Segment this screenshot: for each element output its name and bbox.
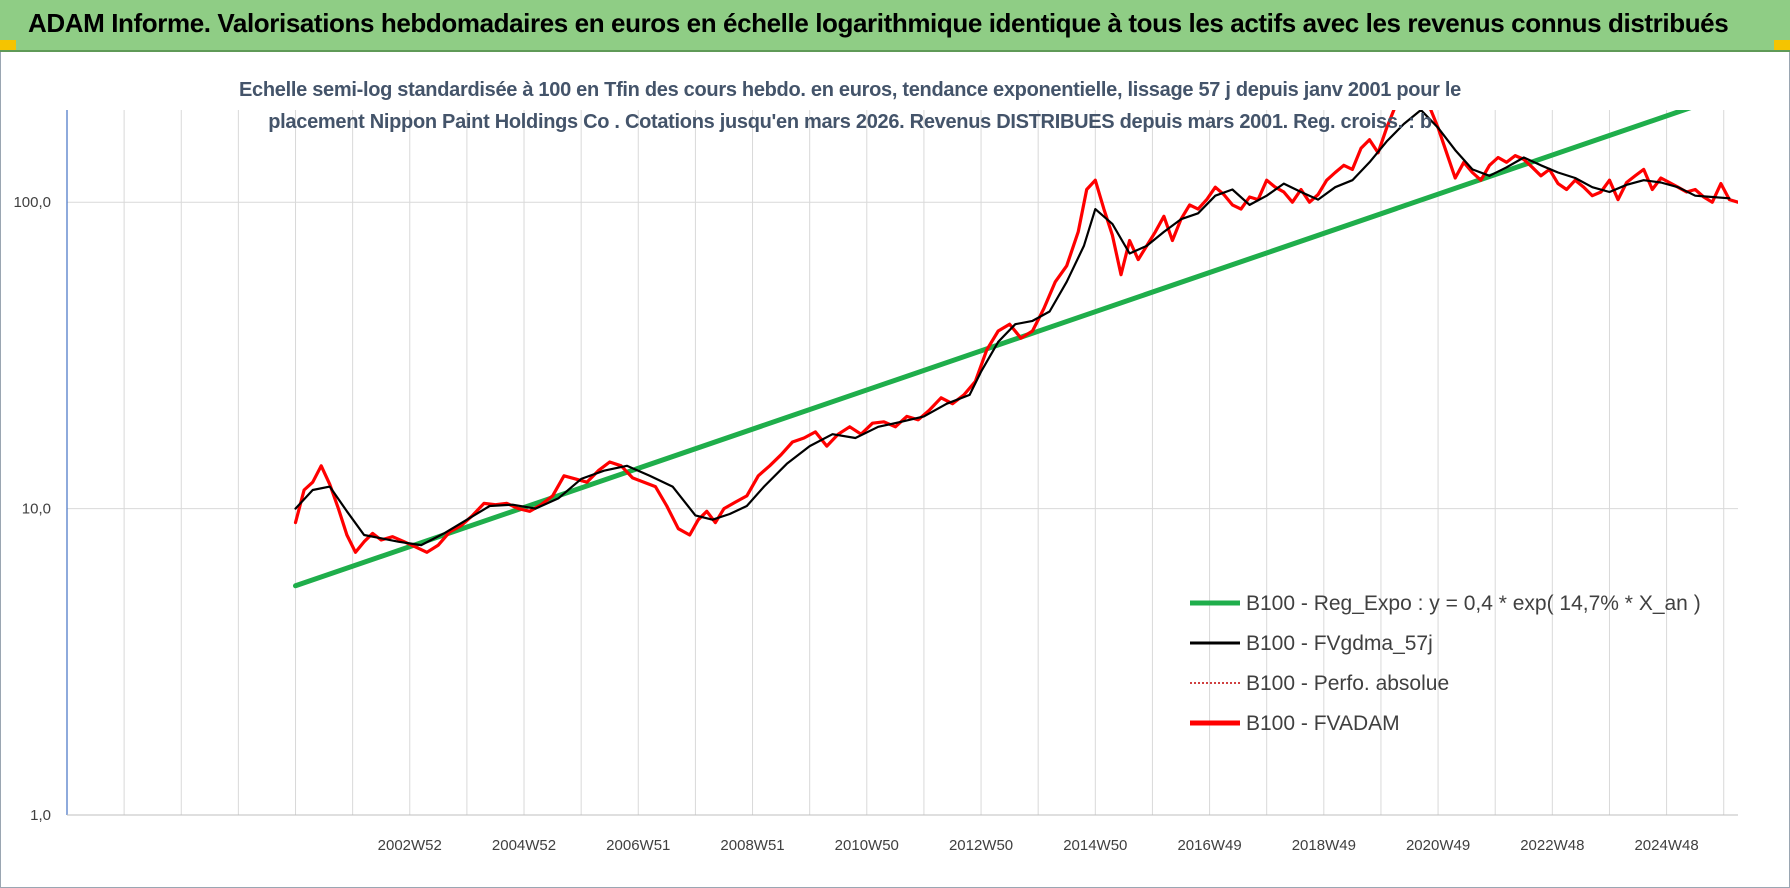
legend-label-perf: B100 - Perfo. absolue xyxy=(1246,672,1449,695)
x-tick-label: 2022W48 xyxy=(1520,837,1584,854)
title-bar: ADAM Informe. Valorisations hebdomadaire… xyxy=(0,0,1790,52)
x-tick-label: 2014W50 xyxy=(1063,837,1127,854)
chart-subtitle-line-1: Echelle semi-log standardisée à 100 en T… xyxy=(239,79,1461,101)
legend-label-smoothed: B100 - FVgdma_57j xyxy=(1246,632,1433,655)
corner-marker-top-right xyxy=(1774,40,1790,50)
x-tick-label: 2020W49 xyxy=(1406,837,1470,854)
legend-label-regression: B100 - Reg_Expo : y = 0,4 * exp( 14,7% *… xyxy=(1246,592,1701,615)
x-tick-label: 2004W52 xyxy=(492,837,556,854)
grid-layer xyxy=(66,110,1738,816)
x-tick-label: 2010W50 xyxy=(835,837,899,854)
x-tick-label: 2006W51 xyxy=(606,837,670,854)
corner-marker-top-left xyxy=(0,40,16,50)
y-tick-label: 100,0 xyxy=(13,194,51,211)
legend: B100 - Reg_Expo : y = 0,4 * exp( 14,7% *… xyxy=(1190,592,1701,735)
series-line-fvadam xyxy=(293,110,1738,554)
chart-subtitle-line-2: placement Nippon Paint Holdings Co . Cot… xyxy=(268,111,1432,133)
legend-label-fvadam: B100 - FVADAM xyxy=(1246,712,1400,735)
series-layer xyxy=(293,110,1738,589)
x-tick-label: 2018W49 xyxy=(1292,837,1356,854)
x-tick-label: 2024W48 xyxy=(1634,837,1698,854)
x-tick-label: 2012W50 xyxy=(949,837,1013,854)
x-tick-label: 2016W49 xyxy=(1177,837,1241,854)
page-title: ADAM Informe. Valorisations hebdomadaire… xyxy=(28,8,1729,38)
axis-layer: 1,0 10,0 100,0 2002W52 2004W52 2006W51 2008W51… xyxy=(13,110,1738,854)
series-line-smoothed xyxy=(294,110,1731,547)
chart-subtitle: Echelle semi-log standardisée à 100 en T… xyxy=(200,74,1500,138)
y-tick-label: 10,0 xyxy=(22,501,51,518)
series-line-regression xyxy=(293,110,1692,589)
x-tick-label: 2008W51 xyxy=(720,837,784,854)
y-tick-label: 1,0 xyxy=(30,807,51,824)
x-tick-label: 2002W52 xyxy=(378,837,442,854)
